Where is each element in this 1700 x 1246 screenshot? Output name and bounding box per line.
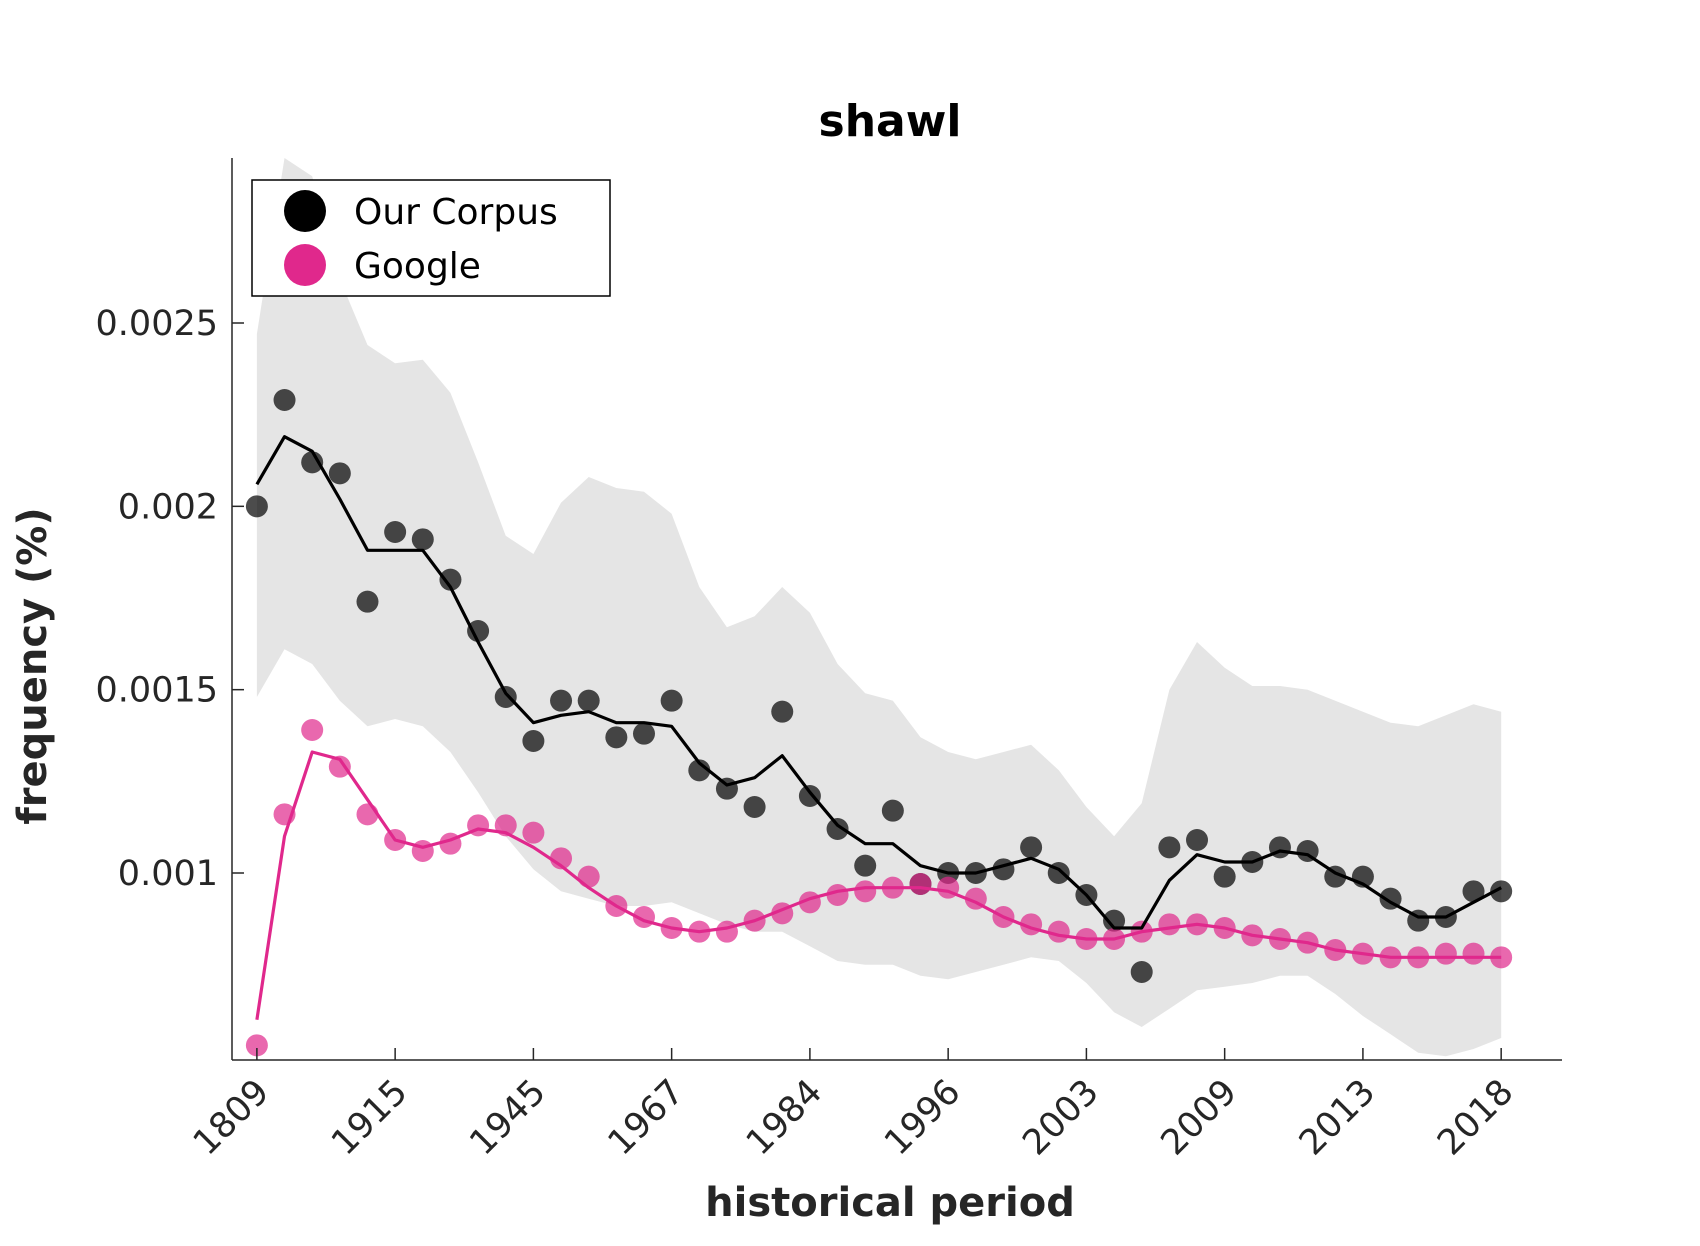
y-tick-label: 0.0015: [96, 671, 218, 711]
our-corpus-point: [467, 620, 490, 642]
google-point: [1462, 942, 1485, 965]
our-corpus-point: [715, 777, 738, 800]
y-tick-label: 0.002: [118, 487, 218, 527]
our-corpus-point: [881, 799, 904, 822]
google-point: [411, 840, 434, 862]
our-corpus-point: [688, 759, 711, 782]
y-tick-label: 0.001: [118, 854, 218, 894]
our-corpus-point: [1490, 880, 1513, 903]
legend: Our Corpus Google: [251, 179, 611, 297]
legend-label-our-corpus: Our Corpus: [354, 192, 558, 233]
google-point: [577, 865, 600, 888]
legend-label-google: Google: [354, 246, 481, 287]
legend-marker-our-corpus: [284, 190, 326, 232]
our-corpus-line: [255, 435, 1502, 930]
our-corpus-point: [605, 726, 628, 749]
our-corpus-point: [1158, 836, 1181, 859]
our-corpus-point: [1186, 829, 1209, 851]
our-corpus-point: [1213, 865, 1236, 888]
chart-title: shawl: [819, 96, 962, 147]
google-point: [522, 821, 545, 844]
our-corpus-point: [522, 730, 545, 752]
our-corpus-point: [1130, 961, 1153, 983]
plot-area: [245, 158, 1513, 1057]
our-corpus-point: [273, 389, 296, 411]
y-tick-label: 0.0025: [96, 304, 218, 344]
google-point: [1434, 942, 1457, 965]
our-corpus-point: [245, 495, 268, 518]
our-corpus-point: [577, 689, 600, 712]
our-corpus-point: [854, 854, 877, 877]
our-corpus-point: [439, 568, 462, 591]
google-line: [255, 750, 1502, 1020]
google-point: [245, 1034, 268, 1057]
our-corpus-point: [798, 785, 821, 807]
legend-marker-google: [284, 244, 326, 286]
google-point: [909, 873, 932, 895]
y-axis-label: frequency (%): [10, 507, 56, 824]
google-point: [1158, 913, 1181, 936]
google-point: [715, 920, 738, 943]
google-point: [301, 719, 324, 741]
our-corpus-point: [550, 689, 573, 712]
our-corpus-point: [384, 521, 407, 543]
our-corpus-point: [494, 686, 517, 708]
x-axis-label: historical period: [705, 1180, 1075, 1226]
our-corpus-point: [660, 689, 683, 712]
google-point: [356, 803, 379, 826]
our-corpus-point: [328, 462, 351, 485]
our-corpus-point: [1020, 836, 1043, 859]
our-corpus-point: [301, 451, 324, 474]
our-corpus-point: [771, 700, 794, 723]
our-corpus-point: [411, 528, 434, 551]
our-corpus-point: [1103, 909, 1126, 932]
our-corpus-point: [743, 796, 766, 818]
google-point: [854, 880, 877, 903]
our-corpus-point: [1462, 880, 1485, 903]
google-point: [328, 755, 351, 778]
our-corpus-point: [632, 722, 655, 745]
our-corpus-point: [356, 590, 379, 613]
our-corpus-point: [826, 818, 849, 840]
